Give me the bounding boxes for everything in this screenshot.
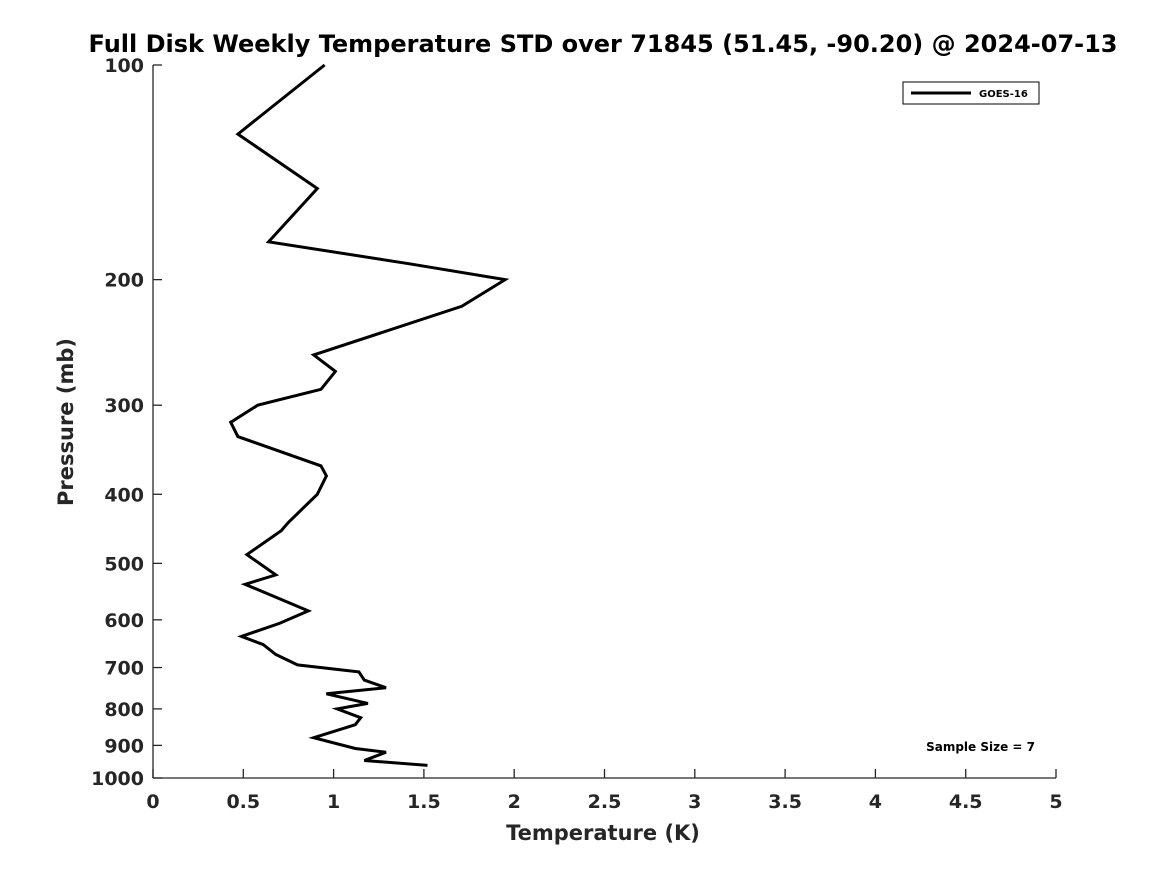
sample-size-annotation: Sample Size = 7 [926,740,1035,754]
series-group [228,63,510,767]
x-tick-label: 4 [869,791,882,813]
x-tick-label: 0.5 [226,791,260,813]
x-axis-label: Temperature (K) [506,821,700,845]
y-tick-label: 900 [104,735,144,757]
y-tick-label: 1000 [91,768,144,790]
x-tick-label: 2.5 [588,791,622,813]
chart-title: Full Disk Weekly Temperature STD over 71… [89,30,1118,58]
x-tick-label: 1.5 [407,791,441,813]
x-tick-label: 2 [508,791,521,813]
x-tick-label: 1 [327,791,340,813]
y-axis-ticks: 100 200 300 400 500 600 700 800 900 1000 [91,55,162,790]
y-tick-label: 800 [104,699,144,721]
y-tick-label: 700 [104,658,144,680]
x-tick-label: 3.5 [768,791,802,813]
y-tick-label: 500 [104,553,144,575]
y-tick-label: 400 [104,484,144,506]
axes [152,65,1056,779]
y-tick-label: 300 [104,395,144,417]
y-axis-label: Pressure (mb) [54,338,78,506]
x-tick-label: 0 [146,791,159,813]
legend: GOES-16 [902,81,1040,105]
x-axis-ticks: 0 0.5 1 1.5 2 2.5 3 3.5 4 4.5 5 [146,769,1063,813]
x-tick-label: 5 [1049,791,1062,813]
series-line-goes16 [228,63,510,767]
y-tick-label: 600 [104,610,144,632]
y-tick-label: 100 [104,55,144,77]
y-tick-label: 200 [104,270,144,292]
x-tick-label: 3 [688,791,701,813]
legend-label-goes16: GOES-16 [979,89,1028,100]
x-tick-label: 4.5 [949,791,983,813]
